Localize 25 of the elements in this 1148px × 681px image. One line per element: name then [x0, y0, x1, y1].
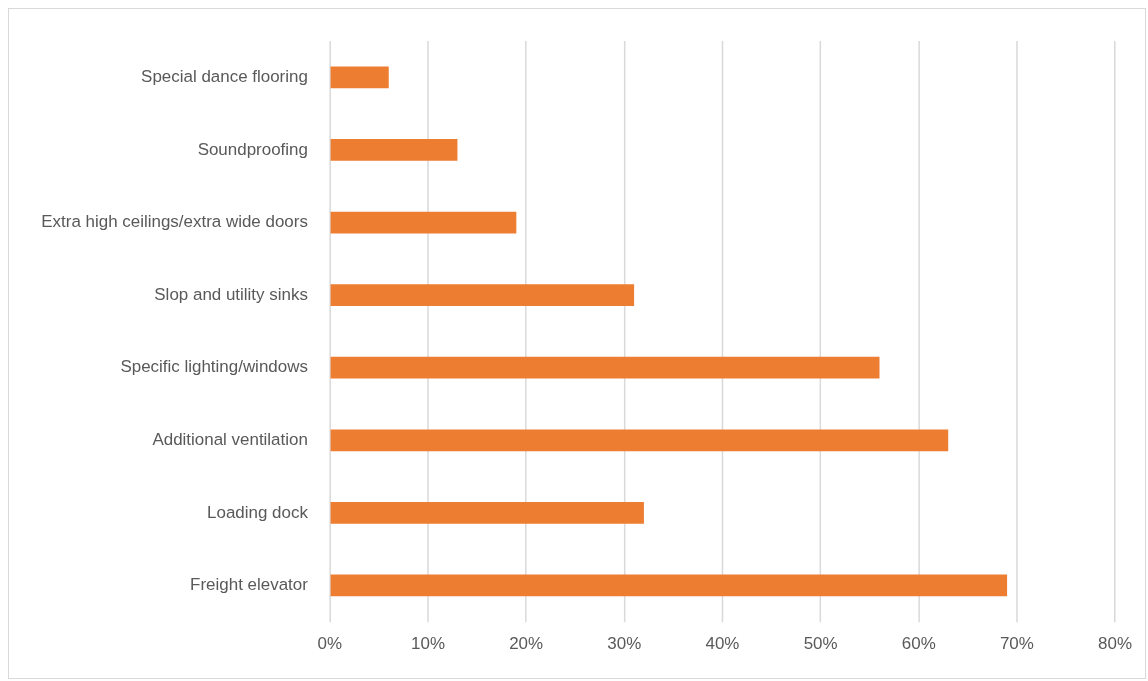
x-tick-label: 70%	[999, 633, 1034, 653]
x-tick-label: 40%	[705, 633, 740, 653]
bar	[330, 284, 635, 307]
bar	[330, 429, 949, 452]
x-tick-label: 30%	[607, 633, 642, 653]
bar	[330, 574, 1008, 597]
x-tick-label: 20%	[509, 633, 544, 653]
y-tick-label: Additional ventilation	[152, 429, 308, 449]
y-tick-label: Freight elevator	[190, 575, 309, 595]
x-tick-label: 0%	[317, 633, 343, 653]
y-tick-label: Special dance flooring	[141, 67, 308, 87]
bar	[330, 66, 389, 89]
bar	[330, 139, 458, 161]
x-tick-label: 80%	[1098, 633, 1133, 653]
bar	[330, 211, 517, 234]
y-tick-label: Loading dock	[207, 502, 309, 522]
bar	[330, 502, 644, 524]
bar	[330, 356, 880, 379]
y-tick-label: Slop and utility sinks	[154, 284, 308, 304]
y-tick-label: Specific lighting/windows	[120, 357, 308, 377]
y-tick-label: Soundproofing	[197, 139, 308, 159]
x-tick-label: 50%	[803, 633, 838, 653]
y-tick-label: Extra high ceilings/extra wide doors	[41, 212, 308, 232]
x-tick-label: 60%	[901, 633, 936, 653]
x-tick-label: 10%	[411, 633, 445, 653]
